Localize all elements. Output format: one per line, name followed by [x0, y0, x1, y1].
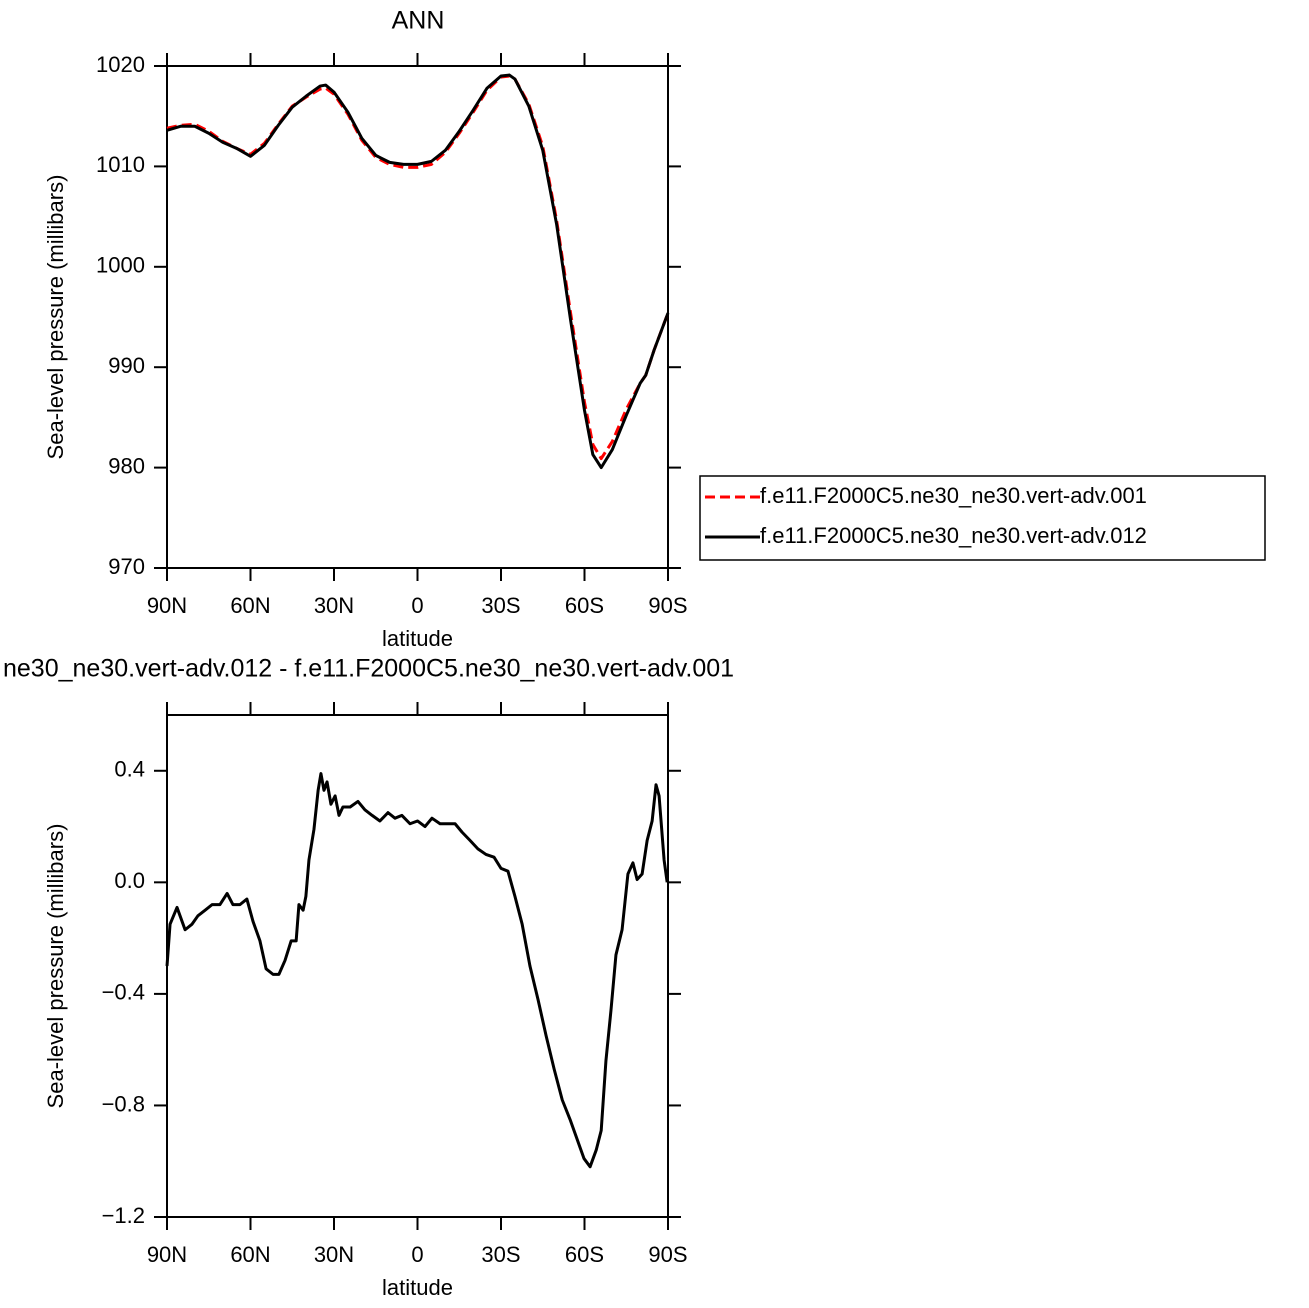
- x-tick-label: 90S: [648, 1242, 687, 1267]
- y-tick-label: 0.4: [114, 757, 145, 782]
- x-tick-label: 0: [411, 1242, 423, 1267]
- x-tick-label: 30N: [314, 1242, 354, 1267]
- x-tick-label: 90S: [648, 593, 687, 618]
- y-tick-label: 980: [108, 453, 145, 478]
- y-tick-label: 1010: [96, 152, 145, 177]
- chart-title: ANN: [392, 7, 445, 35]
- y-tick-label: 1000: [96, 253, 145, 278]
- plot-frame: [166, 65, 669, 569]
- legend-label: f.e11.F2000C5.ne30_ne30.vert-adv.012: [760, 523, 1147, 548]
- x-tick-label: 30N: [314, 593, 354, 618]
- plot-frame: [166, 714, 669, 1218]
- x-tick-label: 60S: [565, 1242, 604, 1267]
- y-tick-label: −0.8: [102, 1091, 145, 1116]
- legend-box: [699, 475, 1266, 561]
- x-tick-label: 90N: [147, 1242, 187, 1267]
- y-tick-label: 0.0: [114, 868, 145, 893]
- x-tick-label: 60S: [565, 593, 604, 618]
- y-tick-label: 970: [108, 554, 145, 579]
- data-line: [165, 772, 669, 1169]
- y-tick-label: 990: [108, 353, 145, 378]
- x-tick-label: 30S: [481, 1242, 520, 1267]
- x-tick-label: 60N: [230, 593, 270, 618]
- x-axis-label: latitude: [382, 626, 453, 651]
- data-line: [166, 74, 670, 461]
- x-tick-label: 0: [411, 593, 423, 618]
- y-tick-label: −0.4: [102, 980, 145, 1005]
- x-tick-label: 90N: [147, 593, 187, 618]
- legend-label: f.e11.F2000C5.ne30_ne30.vert-adv.001: [760, 483, 1147, 508]
- x-axis-label: latitude: [382, 1275, 453, 1300]
- y-axis-label: Sea-level pressure (millibars): [43, 175, 68, 460]
- y-axis-label: Sea-level pressure (millibars): [43, 824, 68, 1109]
- x-tick-label: 60N: [230, 1242, 270, 1267]
- chart-title: ne30_ne30.vert-adv.012 - f.e11.F2000C5.n…: [3, 655, 734, 683]
- x-tick-label: 30S: [481, 593, 520, 618]
- y-tick-label: 1020: [96, 52, 145, 77]
- y-tick-label: −1.2: [102, 1203, 145, 1228]
- data-line: [166, 73, 670, 470]
